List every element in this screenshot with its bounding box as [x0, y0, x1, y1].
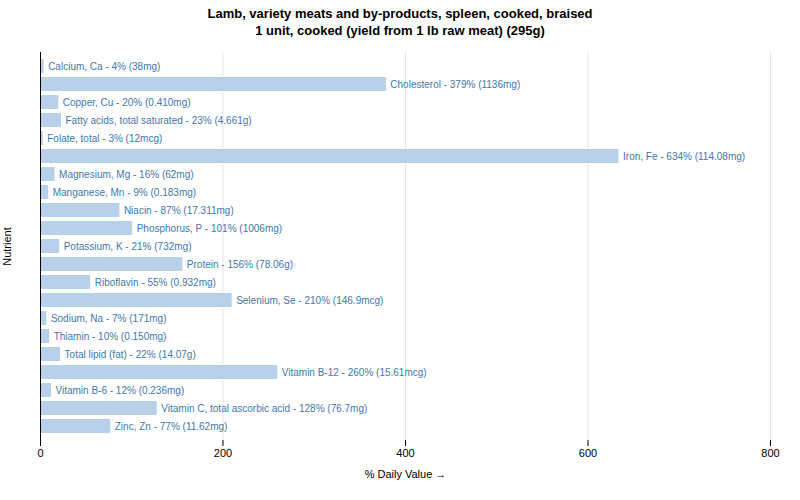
svg-text:Calcium, Ca - 4% (38mg): Calcium, Ca - 4% (38mg) [48, 60, 160, 71]
html-text:Lamb, variety meats and by-pro: Lamb, variety meats and by-products, spl… [207, 6, 593, 38]
svg-text:600: 600 [579, 447, 597, 459]
svg-text:Vitamin C, total ascorbic acid: Vitamin C, total ascorbic acid - 128% (7… [161, 402, 367, 413]
svg-text:Cholesterol - 379% (1136mg): Cholesterol - 379% (1136mg) [390, 78, 520, 89]
svg-text:Manganese, Mn - 9% (0.183mg): Manganese, Mn - 9% (0.183mg) [53, 186, 196, 197]
svg-text:Iron, Fe - 634% (114.08mg): Iron, Fe - 634% (114.08mg) [623, 150, 745, 161]
svg-text:Riboflavin - 55% (0.932mg): Riboflavin - 55% (0.932mg) [95, 276, 216, 287]
svg-text:Zinc, Zn - 77% (11.62mg): Zinc, Zn - 77% (11.62mg) [115, 420, 228, 431]
svg-text:Total lipid (fat) - 22% (14.07: Total lipid (fat) - 22% (14.07g) [65, 348, 196, 359]
svg-text:Selenium, Se - 210% (146.9mcg): Selenium, Se - 210% (146.9mcg) [236, 294, 383, 305]
svg-text:Sodium, Na - 7% (171mg): Sodium, Na - 7% (171mg) [51, 312, 167, 323]
svg-text:Protein - 156% (78.06g): Protein - 156% (78.06g) [187, 258, 293, 269]
svg-text:0: 0 [37, 447, 43, 459]
svg-text:200: 200 [214, 447, 232, 459]
svg-text:Copper, Cu - 20% (0.410mg): Copper, Cu - 20% (0.410mg) [63, 96, 191, 107]
svg-text:Thiamin - 10% (0.150mg): Thiamin - 10% (0.150mg) [54, 330, 167, 341]
svg-text:Folate, total - 3% (12mcg): Folate, total - 3% (12mcg) [47, 132, 162, 143]
svg-text:Fatty acids, total saturated -: Fatty acids, total saturated - 23% (4.66… [65, 114, 251, 125]
svg-text:400: 400 [396, 447, 414, 459]
svg-text:Vitamin B-6 - 12% (0.236mg): Vitamin B-6 - 12% (0.236mg) [55, 384, 184, 395]
svg-text:Phosphorus, P - 101% (1006mg): Phosphorus, P - 101% (1006mg) [137, 222, 282, 233]
svg-text:% Daily Value →: % Daily Value → [365, 467, 447, 479]
svg-text:Potassium, K - 21% (732mg): Potassium, K - 21% (732mg) [64, 240, 192, 251]
svg-text:Nutrient: Nutrient [1, 227, 13, 266]
svg-text:Magnesium, Mg - 16% (62mg): Magnesium, Mg - 16% (62mg) [59, 168, 194, 179]
svg-text:800: 800 [761, 447, 779, 459]
svg-text:Vitamin B-12 - 260% (15.61mcg): Vitamin B-12 - 260% (15.61mcg) [282, 366, 427, 377]
svg-text:Niacin - 87% (17.311mg): Niacin - 87% (17.311mg) [124, 204, 234, 215]
